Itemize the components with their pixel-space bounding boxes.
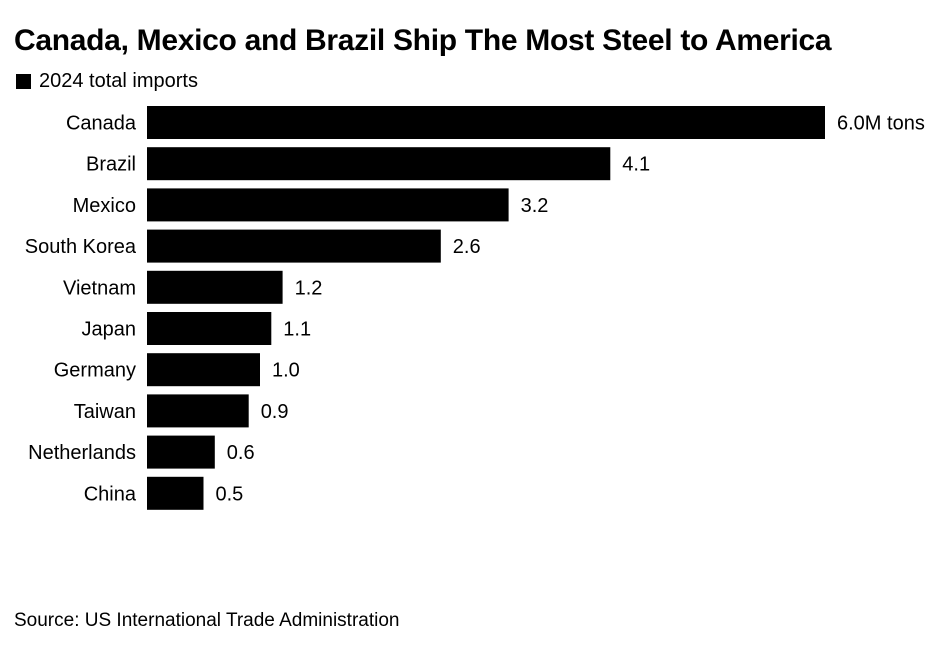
bar xyxy=(147,476,204,510)
bar xyxy=(147,188,509,222)
category-label: Brazil xyxy=(86,154,136,176)
bar xyxy=(147,147,611,181)
value-label: 3.2 xyxy=(521,195,549,217)
category-label: Germany xyxy=(54,360,136,382)
legend-label: 2024 total imports xyxy=(39,70,198,92)
category-label: Vietnam xyxy=(63,277,136,299)
bar xyxy=(147,353,260,387)
value-label: 0.5 xyxy=(216,483,244,505)
value-label: 2.6 xyxy=(453,236,481,258)
bar xyxy=(147,394,249,428)
category-label: Mexico xyxy=(73,195,136,217)
value-label: 1.0 xyxy=(272,360,300,382)
value-label: 4.1 xyxy=(622,154,650,176)
value-label: 0.9 xyxy=(261,401,289,423)
category-label: China xyxy=(84,483,137,505)
category-label: Japan xyxy=(82,319,137,341)
category-label: South Korea xyxy=(25,236,137,258)
bar xyxy=(147,106,825,139)
bar xyxy=(147,312,272,345)
source-note: Source: US International Trade Administr… xyxy=(14,610,400,631)
bar xyxy=(147,435,215,469)
value-label: 0.6 xyxy=(227,442,255,464)
legend-swatch xyxy=(16,74,31,89)
value-label: 6.0M tons xyxy=(837,113,925,135)
category-label: Canada xyxy=(66,113,137,135)
value-label: 1.2 xyxy=(295,277,323,299)
chart-title: Canada, Mexico and Brazil Ship The Most … xyxy=(14,24,832,57)
bar xyxy=(147,270,283,304)
value-label: 1.1 xyxy=(283,319,311,341)
legend: 2024 total imports xyxy=(16,70,198,93)
category-label: Taiwan xyxy=(74,401,136,423)
bar xyxy=(147,229,441,263)
category-label: Netherlands xyxy=(28,442,136,464)
